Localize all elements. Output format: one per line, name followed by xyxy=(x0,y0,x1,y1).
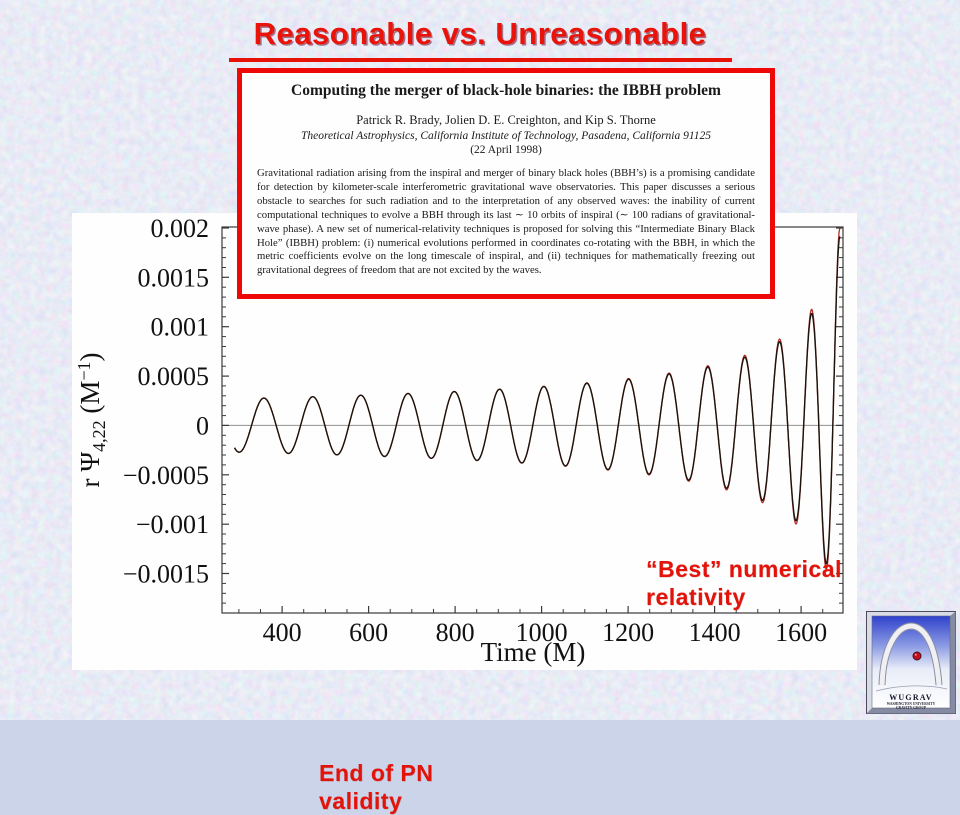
y-tick-label: 0.002 xyxy=(151,214,210,243)
slide-title: Reasonable vs. Unreasonable xyxy=(253,16,707,51)
logo-ground-line xyxy=(875,685,948,692)
annotation-best-numerical-relativity: “Best” numerical relativity xyxy=(646,555,842,611)
logo-subline-1: WASHINGTON UNIVERSITY xyxy=(887,702,936,706)
waveform-series xyxy=(233,236,841,565)
wugrav-logo: WUGRAV WASHINGTON UNIVERSITY GRAVITY GRO… xyxy=(866,611,956,714)
paper-authors: Patrick R. Brady, Jolien D. E. Creighton… xyxy=(356,113,656,127)
x-tick-label: 800 xyxy=(436,618,475,647)
y-tick-label: 0.001 xyxy=(151,313,210,342)
y-tick-label: 0 xyxy=(196,411,209,440)
paper-title: Computing the merger of black-hole binar… xyxy=(291,82,721,99)
logo-red-dot-highlight xyxy=(914,653,917,656)
paper-abstract: Gravitational radiation arising from the… xyxy=(257,167,755,277)
x-tick-label: 1400 xyxy=(689,618,741,647)
x-axis-label: Time (M) xyxy=(481,637,586,667)
x-tick-label: 600 xyxy=(349,618,388,647)
y-axis-label: r Ψ4,22 (M−1) xyxy=(74,352,109,487)
logo-red-dot xyxy=(912,651,922,661)
annotation-line: “Best” numerical xyxy=(646,556,842,582)
annotation-line: End of PN xyxy=(319,760,434,786)
waveform-chart: 400 600 800 1000 1200 1400 1600 0.002 0.0015 0.00… xyxy=(74,214,844,667)
paper-date: (22 April 1998) xyxy=(470,144,542,156)
annotation-line: relativity xyxy=(646,584,746,611)
x-tick-label: 1000 xyxy=(516,618,568,647)
paper-affiliation: Theoretical Astrophysics, California Ins… xyxy=(300,130,712,142)
y-tick-label: 0.0015 xyxy=(138,263,210,292)
y-tick-label: −0.0005 xyxy=(123,461,209,490)
y-tick-label: −0.0015 xyxy=(123,560,209,589)
annotation-line: validity xyxy=(319,788,403,815)
annotation-end-of-pn-validity: End of PN validity xyxy=(319,759,433,815)
y-tick-label: 0.0005 xyxy=(138,362,210,391)
arch-icon-face xyxy=(879,623,942,686)
title-underline xyxy=(229,58,732,62)
x-tick-label: 1600 xyxy=(775,618,827,647)
x-tick-label: 400 xyxy=(263,618,302,647)
logo-subline-2: GRAVITY GROUP xyxy=(896,706,927,710)
y-tick-label: −0.001 xyxy=(136,510,209,539)
paper-abstract-box: Computing the merger of black-hole binar… xyxy=(237,68,775,299)
x-tick-label: 1200 xyxy=(602,618,654,647)
logo-wordmark: WUGRAV xyxy=(889,693,933,702)
